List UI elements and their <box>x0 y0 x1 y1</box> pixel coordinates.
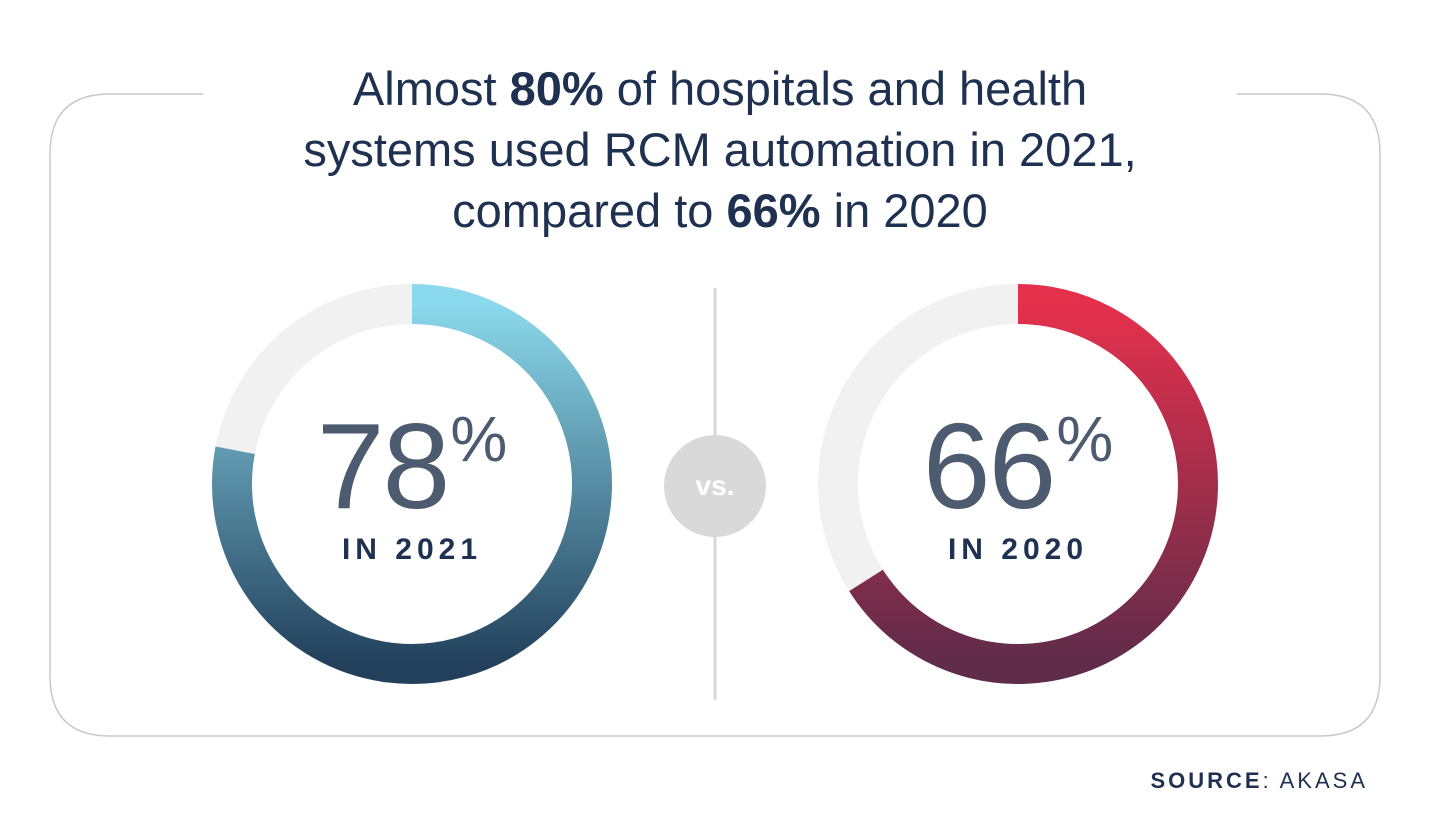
donut-chart-2020 <box>818 284 1218 684</box>
year-label-2021: IN 2021 <box>341 533 483 566</box>
headline: Almost 80% of hospitals and health syste… <box>200 58 1240 241</box>
donut-value-arc-2021 <box>212 284 612 684</box>
headline-line-2: systems used RCM automation in 2021, <box>303 123 1137 176</box>
source-separator: : <box>1262 768 1280 793</box>
versus-badge: vs. <box>664 435 766 537</box>
source-value: AKASA <box>1279 768 1368 793</box>
donut-center-2020: 66% IN 2020 <box>868 405 1168 567</box>
headline-line-1: Almost 80% of hospitals and health <box>200 58 1240 119</box>
source-credit: SOURCE: AKASA <box>1150 768 1368 794</box>
donut-center-2021: 78% IN 2021 <box>262 405 562 567</box>
value-label-2020: 66 <box>922 398 1057 534</box>
percent-sign-2020: % <box>1056 403 1114 475</box>
percent-sign-2021: % <box>450 403 508 475</box>
donut-chart-2021 <box>212 284 612 684</box>
headline-highlight-80: 80% <box>509 62 604 115</box>
source-label: SOURCE <box>1150 768 1263 793</box>
card-border <box>49 93 1381 737</box>
headline-text: in 2020 <box>820 184 988 237</box>
headline-text: Almost <box>352 62 510 115</box>
headline-text: compared to <box>452 184 727 237</box>
value-label-2021: 78 <box>316 398 451 534</box>
headline-line-3: compared to 66% in 2020 <box>200 180 1240 241</box>
year-label-2020: IN 2020 <box>947 533 1089 566</box>
donut-value-arc-2020 <box>849 284 1218 684</box>
headline-highlight-66: 66% <box>726 184 821 237</box>
headline-text: of hospitals and health <box>603 62 1088 115</box>
